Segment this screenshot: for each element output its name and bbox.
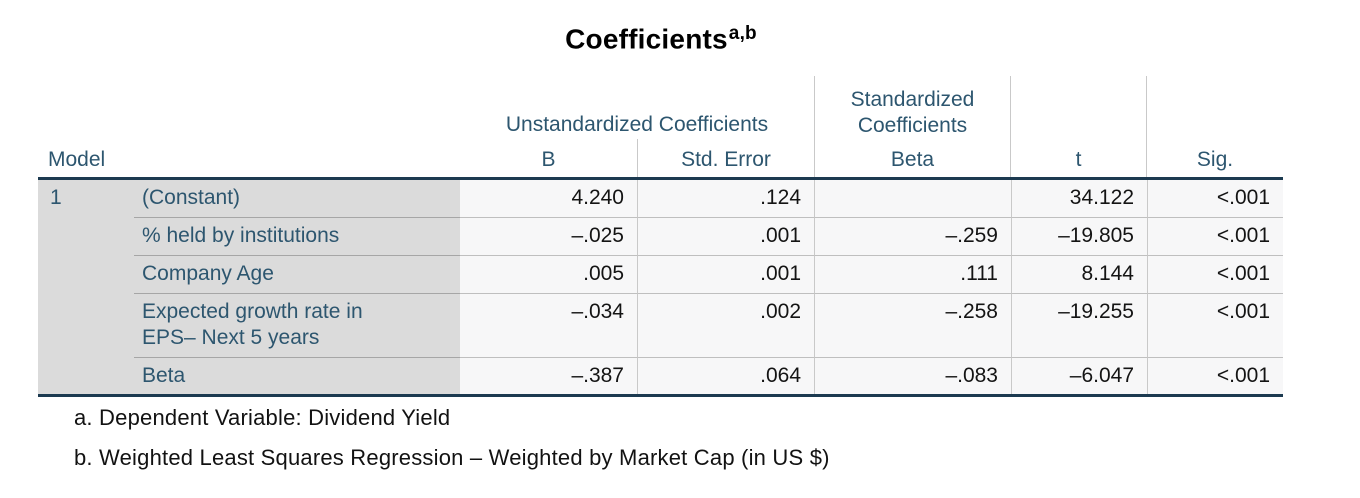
cell-sig: <.001 [1147,357,1283,394]
row-label: % held by institutions [134,217,460,255]
cell-t: 8.144 [1011,255,1147,293]
cell-beta: –.258 [814,293,1011,357]
model-number-cell: 1 [38,180,134,394]
table-title-text: Coefficients [565,23,728,55]
cell-std-error: .001 [637,255,814,293]
cell-beta: –.259 [814,217,1011,255]
cell-b: –.034 [460,293,637,357]
table-title-superscript: a,b [728,23,757,44]
header-group-standardized: Standardized Coefficients [814,76,1011,139]
cell-t: –6.047 [1011,357,1147,394]
footnote-a: a. Dependent Variable: Dividend Yield [74,405,451,430]
cell-t: 34.122 [1011,180,1147,217]
cell-b: .005 [460,255,637,293]
header-model: Model [48,148,106,171]
cell-b: –.025 [460,217,637,255]
cell-std-error: .001 [637,217,814,255]
footnote-b: b. Weighted Least Squares Regression – W… [74,445,830,470]
header-col-t: t [1011,76,1147,177]
table-title: Coefficientsa,b [38,22,1283,55]
header-col-b: B [541,148,556,171]
cell-std-error: .002 [637,293,814,357]
row-label: Company Age [134,255,460,293]
cell-t: –19.805 [1011,217,1147,255]
cell-beta: –.083 [814,357,1011,394]
cell-t: –19.255 [1011,293,1147,357]
header-col-sig: Sig. [1196,148,1234,171]
table-body: 1 (Constant) 4.240 .124 34.122 <.001 % h… [38,180,1283,397]
header-col-std-error: Std. Error [637,139,814,177]
cell-std-error: .124 [637,180,814,217]
row-label: Expected growth rate in EPS– Next 5 year… [134,293,460,357]
cell-sig: <.001 [1147,255,1283,293]
cell-sig: <.001 [1147,293,1283,357]
cell-sig: <.001 [1147,217,1283,255]
row-label: Beta [134,357,460,394]
cell-sig: <.001 [1147,180,1283,217]
cell-b: –.387 [460,357,637,394]
header-group-unstandardized: Unstandardized Coefficients [505,113,769,136]
header-col-beta: Beta [814,139,1011,177]
row-label: (Constant) [134,180,460,217]
cell-b: 4.240 [460,180,637,217]
table-header: Model Unstandardized Coefficients B Std.… [38,76,1283,180]
cell-std-error: .064 [637,357,814,394]
cell-beta [814,180,1011,217]
cell-beta: .111 [814,255,1011,293]
